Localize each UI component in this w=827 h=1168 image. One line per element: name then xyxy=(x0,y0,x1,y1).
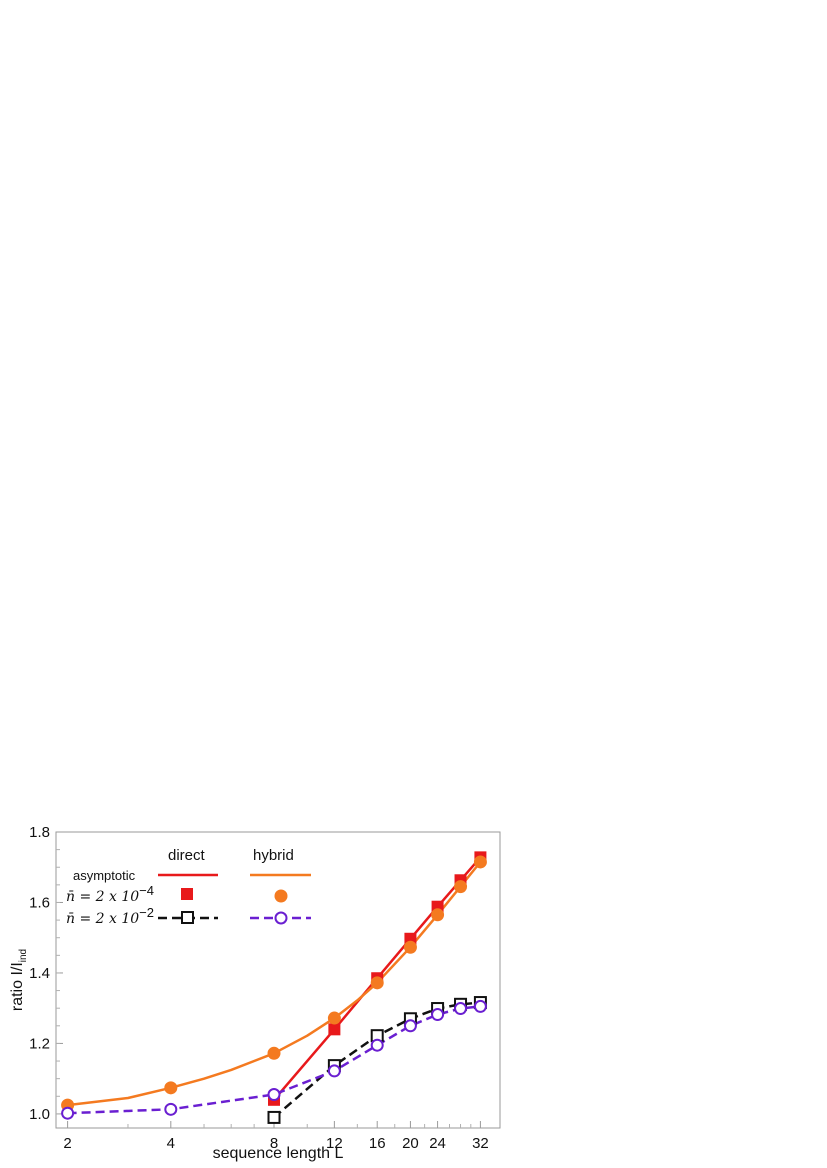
x-axis: 2 4 8 12 16 20 24 32 xyxy=(63,1121,489,1152)
legend-swatch-hybrid-nbar-1e-4 xyxy=(274,889,288,903)
data-point-hybrid_nbar_1e-2 xyxy=(403,1019,417,1033)
y-tick-label: 1.0 xyxy=(29,1106,50,1123)
y-tick-label: 1.6 xyxy=(29,894,50,911)
y-axis-label-main: ratio I/I xyxy=(9,962,26,1011)
data-point-hybrid_nbar_1e-2 xyxy=(327,1064,341,1078)
legend-row-nbar-1e-2-prefix: n̄ = 2 x 10 xyxy=(66,911,139,927)
x-axis-label: sequence length L xyxy=(213,1145,344,1162)
legend-row-asymptotic-label: asymptotic xyxy=(73,868,136,883)
x-tick-label: 24 xyxy=(429,1135,446,1152)
data-point-hybrid_nbar_1e-4 xyxy=(431,908,445,922)
data-point-hybrid_nbar_1e-4 xyxy=(267,1046,281,1060)
legend-row-nbar-1e-4-label: n̄ = 2 x 10−4 xyxy=(66,883,154,905)
series-markers xyxy=(61,851,487,1124)
data-point-hybrid_nbar_1e-4 xyxy=(473,855,487,869)
series-line-direct_nbar_1e-2 xyxy=(273,1001,481,1119)
x-tick-label: 4 xyxy=(167,1135,175,1152)
y-tick-label: 1.8 xyxy=(29,824,50,841)
data-point-direct_nbar_1e-4 xyxy=(328,1023,341,1036)
data-point-hybrid_nbar_1e-4 xyxy=(403,940,417,954)
data-point-hybrid_nbar_1e-2 xyxy=(267,1088,281,1102)
data-point-hybrid_nbar_1e-2 xyxy=(431,1008,445,1022)
x-tick-label: 32 xyxy=(472,1135,489,1152)
legend-swatch-direct-nbar-1e-4 xyxy=(181,888,193,900)
legend-row-nbar-1e-2-label: n̄ = 2 x 10−2 xyxy=(66,905,154,927)
x-tick-label: 8 xyxy=(270,1135,278,1152)
data-point-hybrid_nbar_1e-2 xyxy=(454,1002,468,1016)
legend-header-direct: direct xyxy=(168,847,206,864)
data-point-hybrid_nbar_1e-4 xyxy=(370,976,384,990)
data-point-hybrid_nbar_1e-2 xyxy=(370,1038,384,1052)
legend-swatch-direct-nbar-1e-2-marker xyxy=(181,911,194,924)
y-axis-label-sub: ind xyxy=(18,949,29,962)
x-tick-label: 12 xyxy=(326,1135,343,1152)
plot-frame xyxy=(55,831,501,1129)
data-point-hybrid_nbar_1e-2 xyxy=(61,1106,75,1120)
data-point-hybrid_nbar_1e-2 xyxy=(473,999,487,1013)
legend-row-nbar-1e-4-exp: −4 xyxy=(139,883,154,898)
y-axis-label: ratio I/Iind xyxy=(9,949,29,1011)
data-point-hybrid_nbar_1e-4 xyxy=(327,1011,341,1025)
svg-text:ratio I/Iind: ratio I/Iind xyxy=(9,949,29,1011)
data-point-hybrid_nbar_1e-4 xyxy=(164,1081,178,1095)
legend-row-nbar-1e-2-exp: −2 xyxy=(139,905,154,920)
legend-row-nbar-1e-4-prefix: n̄ = 2 x 10 xyxy=(66,889,139,905)
legend-swatch-hybrid-nbar-1e-2-marker xyxy=(274,911,288,925)
data-point-hybrid_nbar_1e-2 xyxy=(164,1102,178,1116)
x-tick-label: 20 xyxy=(402,1135,419,1152)
legend-header-hybrid: hybrid xyxy=(253,847,294,864)
legend: direct hybrid asymptotic n̄ = 2 x 10−4 n… xyxy=(66,847,311,927)
y-tick-label: 1.4 xyxy=(29,965,50,982)
y-axis: 1.0 1.2 1.4 1.6 1.8 xyxy=(29,824,63,1123)
y-tick-label: 1.2 xyxy=(29,1035,50,1052)
x-tick-label: 16 xyxy=(369,1135,386,1152)
data-point-hybrid_nbar_1e-4 xyxy=(454,880,468,894)
data-point-direct_nbar_1e-2 xyxy=(267,1110,281,1124)
x-tick-label: 2 xyxy=(63,1135,71,1152)
